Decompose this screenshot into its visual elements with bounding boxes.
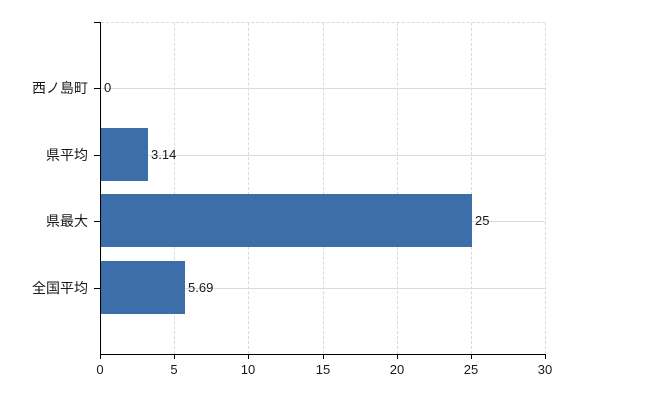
category-label: 全国平均: [32, 280, 88, 296]
y-axis-line: [100, 22, 101, 355]
y-axis-tick: [94, 288, 100, 289]
value-label: 3.14: [151, 147, 177, 162]
gridline-top: [101, 22, 545, 23]
gridline-x-10: [248, 23, 249, 354]
x-axis-tick: [545, 355, 546, 359]
gridline-x-25: [471, 23, 472, 354]
y-axis-tick: [94, 221, 100, 222]
x-tick-label: 5: [170, 362, 178, 377]
gridline-x-30: [545, 23, 546, 354]
category-label: 県平均: [46, 147, 88, 163]
gridline-x-5: [174, 23, 175, 354]
x-axis-tick: [100, 355, 101, 359]
gridline-category: [101, 88, 545, 89]
x-tick-label: 30: [537, 362, 553, 377]
x-axis-tick: [397, 355, 398, 359]
x-axis-line: [100, 354, 546, 355]
x-tick-label: 25: [463, 362, 479, 377]
bar: [101, 194, 472, 247]
gridline-category: [101, 155, 545, 156]
value-label: 0: [104, 80, 112, 95]
y-axis-tick: [94, 155, 100, 156]
x-axis-tick: [323, 355, 324, 359]
gridline-x-20: [397, 23, 398, 354]
category-label: 西ノ島町: [32, 80, 88, 96]
gridline-category: [101, 288, 545, 289]
y-axis-tick: [94, 88, 100, 89]
x-tick-label: 10: [240, 362, 256, 377]
x-axis-tick: [471, 355, 472, 359]
value-label: 5.69: [188, 280, 214, 295]
x-axis-tick: [174, 355, 175, 359]
x-tick-label: 20: [389, 362, 405, 377]
bar: [101, 261, 185, 314]
category-label: 県最大: [46, 213, 88, 229]
x-axis-tick: [248, 355, 249, 359]
value-label: 25: [475, 213, 490, 228]
gridline-x-15: [323, 23, 324, 354]
y-axis-top-tick: [94, 22, 100, 23]
x-tick-label: 0: [96, 362, 104, 377]
x-tick-label: 15: [315, 362, 331, 377]
bar: [101, 128, 148, 181]
